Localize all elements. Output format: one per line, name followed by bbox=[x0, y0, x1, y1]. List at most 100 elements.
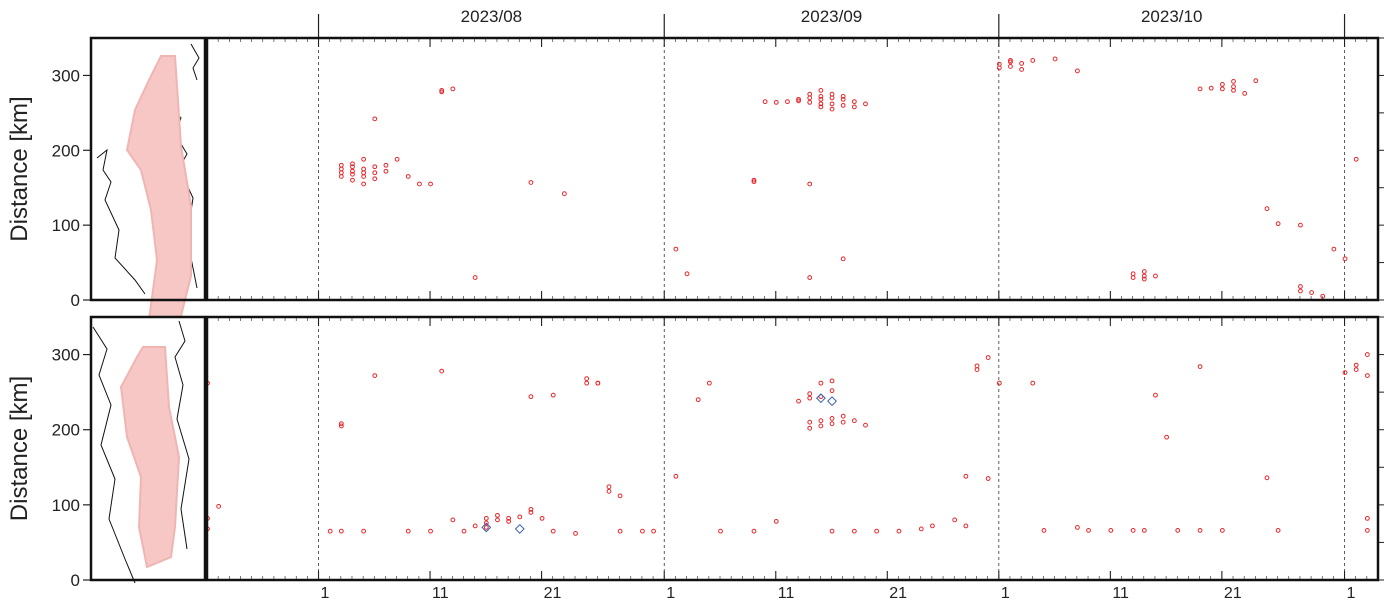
y-axis-label: Distance [km] bbox=[6, 376, 33, 521]
quake-point bbox=[338, 170, 344, 176]
quake-point bbox=[439, 88, 445, 93]
quake-point bbox=[818, 88, 824, 93]
quake-point bbox=[1074, 525, 1080, 530]
quake-point bbox=[1264, 475, 1270, 481]
inset-frame bbox=[89, 315, 207, 582]
quake-point bbox=[483, 525, 489, 530]
quake-point bbox=[327, 528, 333, 534]
quake-point bbox=[405, 528, 411, 534]
quake-point bbox=[818, 93, 824, 99]
quake-point bbox=[773, 518, 779, 524]
quake-point bbox=[829, 106, 835, 112]
quake-point bbox=[863, 101, 868, 107]
quake-point bbox=[785, 99, 790, 105]
quake-point bbox=[818, 380, 824, 386]
quake-point bbox=[695, 397, 701, 403]
quake-point bbox=[1298, 288, 1303, 294]
y-tick-label: 200 bbox=[52, 141, 80, 160]
quake-point bbox=[595, 380, 601, 386]
quake-point bbox=[606, 488, 612, 494]
quake-point bbox=[751, 177, 757, 183]
quake-point bbox=[651, 528, 656, 534]
quake-point bbox=[450, 517, 456, 523]
quake-point bbox=[372, 116, 378, 122]
quake-point bbox=[338, 166, 344, 172]
quake-point bbox=[829, 101, 835, 107]
quake-point bbox=[807, 425, 813, 431]
quake-point bbox=[952, 517, 958, 523]
day-tick-label: 11 bbox=[778, 585, 795, 600]
lfe-point bbox=[481, 522, 492, 533]
quake-point bbox=[673, 246, 679, 252]
quake-point bbox=[840, 413, 846, 419]
quake-point bbox=[796, 98, 801, 104]
quake-point bbox=[1331, 246, 1337, 252]
quake-point bbox=[1130, 275, 1136, 280]
y-axis-label: Distance [km] bbox=[6, 96, 33, 241]
quake-point bbox=[874, 528, 880, 534]
quake-point bbox=[528, 394, 534, 400]
month-label: 2023/10 bbox=[1141, 7, 1202, 26]
quake-point bbox=[974, 367, 980, 373]
quake-point bbox=[617, 493, 623, 499]
quake-point bbox=[829, 95, 835, 101]
quake-point bbox=[1342, 370, 1348, 376]
quake-point bbox=[439, 89, 445, 95]
quake-point bbox=[1275, 528, 1281, 533]
quake-point bbox=[428, 181, 433, 187]
quake-point bbox=[405, 174, 411, 179]
quake-point bbox=[829, 378, 835, 384]
quake-point bbox=[1008, 58, 1013, 63]
quake-point bbox=[428, 528, 433, 534]
quake-point bbox=[840, 256, 846, 262]
inset-frame bbox=[89, 36, 207, 302]
quake-point bbox=[773, 99, 779, 105]
quake-point bbox=[807, 275, 813, 280]
quake-point bbox=[1298, 222, 1303, 228]
quake-point bbox=[963, 473, 969, 479]
quake-point bbox=[840, 93, 846, 99]
quake-point bbox=[706, 380, 712, 386]
inset-distance-strip bbox=[119, 346, 181, 569]
quake-point bbox=[1108, 528, 1114, 533]
quake-point bbox=[1153, 273, 1158, 279]
quake-point bbox=[584, 376, 590, 382]
quake-point bbox=[338, 423, 344, 429]
quake-point bbox=[528, 180, 534, 185]
quake-point bbox=[584, 380, 590, 386]
quake-point bbox=[718, 528, 723, 534]
quake-point bbox=[807, 91, 813, 97]
quake-point bbox=[829, 421, 835, 427]
quake-point bbox=[918, 526, 924, 532]
quake-point bbox=[350, 164, 355, 170]
quake-point bbox=[472, 275, 478, 280]
quake-point bbox=[350, 168, 355, 174]
quake-point bbox=[1197, 364, 1203, 369]
quake-point bbox=[1275, 221, 1281, 227]
day-tick-label: 1 bbox=[666, 585, 675, 600]
quake-point bbox=[1219, 82, 1225, 87]
quake-point bbox=[1231, 84, 1236, 90]
quake-point bbox=[1264, 206, 1270, 212]
quake-point bbox=[606, 484, 612, 490]
quake-point bbox=[818, 394, 824, 400]
series-1 bbox=[338, 56, 1359, 299]
quake-point bbox=[1141, 528, 1147, 533]
day-tick-label: 11 bbox=[432, 585, 449, 600]
day-tick-label: 21 bbox=[544, 585, 562, 600]
quake-point bbox=[372, 176, 378, 182]
quake-point bbox=[807, 419, 813, 425]
quake-point bbox=[1353, 156, 1359, 162]
quake-point bbox=[840, 419, 846, 425]
quake-point bbox=[528, 509, 534, 515]
quake-point bbox=[483, 520, 489, 526]
quake-point bbox=[1309, 290, 1314, 295]
quake-point bbox=[372, 164, 378, 170]
quake-point bbox=[851, 528, 857, 534]
quake-point bbox=[416, 181, 422, 187]
quake-point bbox=[1320, 293, 1326, 299]
plot-frame bbox=[205, 315, 1380, 582]
quake-point bbox=[1231, 79, 1236, 84]
quake-point bbox=[851, 104, 857, 110]
